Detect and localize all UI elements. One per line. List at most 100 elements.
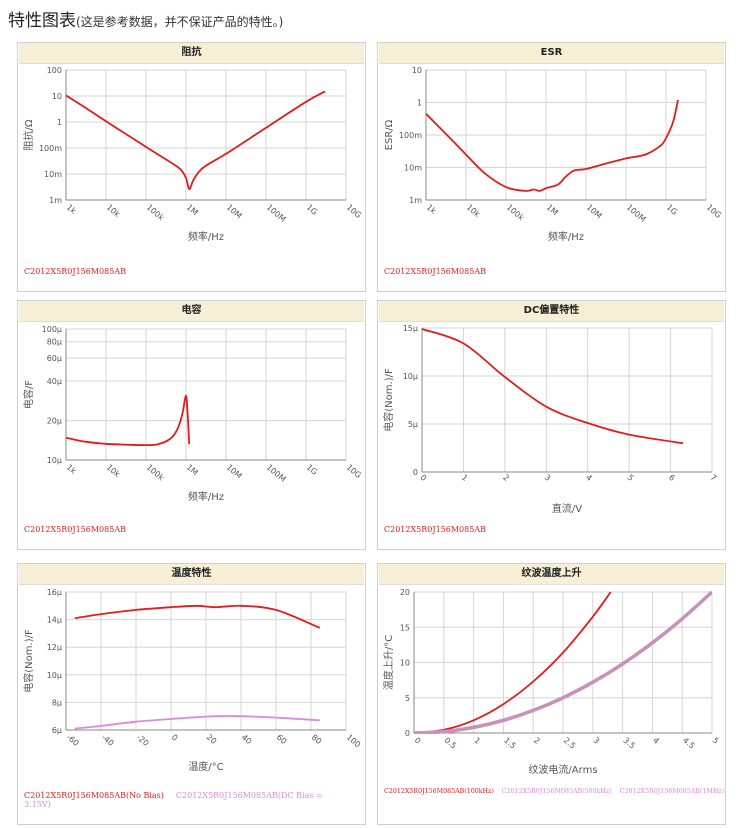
y-tick-label: 100 xyxy=(47,66,62,75)
x-tick-label: 6 xyxy=(667,473,677,483)
y-tick-label: 5μ xyxy=(408,420,418,429)
chart-title: 阻抗 xyxy=(19,43,364,64)
x-tick-label: 0 xyxy=(413,736,423,746)
x-axis-label: 频率/Hz xyxy=(548,230,584,243)
series-line xyxy=(74,715,320,730)
page-title: 特性图表(这是参考数据，并不保证产品的特性。) xyxy=(8,11,284,31)
legend-entry: C2012X5R0J156M085AB xyxy=(384,525,486,534)
x-tick-label: 3 xyxy=(543,473,553,483)
x-tick-label: 1k xyxy=(65,203,79,216)
x-tick-label: 10G xyxy=(705,203,723,220)
y-tick-label: 10 xyxy=(412,66,422,75)
x-tick-label: 10k xyxy=(465,203,482,220)
y-tick-label: 1m xyxy=(49,196,62,205)
chart-title: DC偏置特性 xyxy=(379,301,724,322)
x-tick-label: 10M xyxy=(225,203,244,221)
y-tick-label: 1 xyxy=(417,99,422,108)
x-tick-label: 100 xyxy=(345,733,362,750)
x-tick-label: 0.5 xyxy=(443,736,459,751)
series-line xyxy=(414,591,712,734)
y-tick-label: 10 xyxy=(400,659,410,668)
y-tick-label: 0 xyxy=(413,468,418,477)
x-tick-label: 1G xyxy=(665,203,679,217)
x-tick-label: 10G xyxy=(345,203,363,220)
legend-entry: C2012X5R0J156M085AB xyxy=(24,267,126,276)
x-tick-label: -60 xyxy=(65,733,81,748)
y-tick-label: 16μ xyxy=(47,588,62,597)
esr-chart: 1m 10m 100m 1 10 1k 10k 100k 1M 10M 100M 1G 10G 频率/Hz… xyxy=(384,66,723,243)
y-tick-label: 1m xyxy=(409,196,422,205)
legend-entry: C2012X5R0J156M085AB(500kHz) xyxy=(501,788,612,795)
x-tick-label: 100k xyxy=(505,203,526,223)
x-tick-label: 1M xyxy=(185,203,200,218)
x-tick-label: 7 xyxy=(708,473,718,483)
capacitance-chart: 10μ 20μ 40μ 60μ 80μ 100μ 1k 10k 100k 1M 10M 100M 1G 1… xyxy=(22,325,363,503)
y-axis-label: 电容/F xyxy=(22,380,35,409)
y-tick-label: 10μ xyxy=(403,372,418,381)
series-line xyxy=(66,90,326,191)
x-tick-label: 1k xyxy=(425,203,439,216)
y-tick-label: 100μ xyxy=(42,325,62,334)
x-tick-label: 0 xyxy=(418,473,428,483)
x-tick-label: 1M xyxy=(185,463,200,478)
x-tick-label: 2 xyxy=(501,473,511,483)
x-tick-label: 100M xyxy=(265,463,288,484)
x-tick-label: 4 xyxy=(584,473,594,483)
x-tick-label: 100k xyxy=(145,463,166,483)
y-axis-label: 电容(Nom.)/F xyxy=(382,368,395,432)
y-tick-label: 10μ xyxy=(47,456,62,465)
y-tick-label: 20μ xyxy=(47,417,62,426)
chart-legend: C2012X5R0J156M085AB(No Bias) C2012X5R0J15… xyxy=(24,791,354,809)
legend-entry: C2012X5R0J156M085AB(DC Bias = 3.15V) xyxy=(24,791,323,809)
series-line xyxy=(422,328,684,445)
y-tick-label: 100m xyxy=(399,131,422,140)
x-tick-label: 1.5 xyxy=(502,736,518,751)
x-tick-label: 80 xyxy=(310,733,324,746)
y-tick-label: 10μ xyxy=(47,671,62,680)
series-line xyxy=(74,604,321,629)
chart-title: 纹波温度上升 xyxy=(379,564,724,585)
x-tick-label: 2 xyxy=(532,736,542,746)
y-tick-label: 8μ xyxy=(52,698,62,707)
y-tick-label: 12μ xyxy=(47,643,62,652)
legend-entry: C2012X5R0J156M085AB(No Bias) xyxy=(24,791,164,800)
x-axis-label: 纹波电流/Arms xyxy=(528,763,597,776)
y-tick-label: 1 xyxy=(57,118,62,127)
x-tick-label: 3.5 xyxy=(621,736,637,751)
y-axis-label: 电容(Nom.)/F xyxy=(22,629,35,693)
y-tick-label: 15 xyxy=(400,623,410,632)
y-axis-label: 温度上升/°C xyxy=(382,635,395,690)
x-tick-label: 5 xyxy=(711,736,721,746)
x-tick-label: 1G xyxy=(305,203,319,217)
x-tick-label: 40 xyxy=(240,733,254,746)
y-tick-label: 10m xyxy=(404,164,422,173)
x-axis-label: 频率/Hz xyxy=(188,230,224,243)
dcbias-chart: 0 5μ 10μ 15μ 0 1 2 3 4 5 6 7 直流/V 电容(Nom.)/F xyxy=(382,324,718,515)
x-tick-label: 4.5 xyxy=(681,736,697,751)
y-tick-label: 20 xyxy=(400,588,410,597)
y-tick-label: 6μ xyxy=(52,726,62,735)
x-tick-label: 60 xyxy=(275,733,289,746)
series-line xyxy=(414,591,712,734)
y-axis-label: 阻抗/Ω xyxy=(22,119,35,150)
ripple-chart: 0 5 10 15 20 0 0.5 1 1.5 2 2.5 3 3.5 4 4.5 5 纹波电流/Arms 温度… xyxy=(382,588,721,776)
legend-entry: C2012X5R0J156M085AB(100kHz) xyxy=(384,788,494,795)
ripple-chart-panel: 纹波温度上升 0 5 10 15 20 0 0.5 1 1.5 2 2.5 3 3.5 4 4.5 5 纹波电流… xyxy=(377,563,726,825)
series-line xyxy=(414,591,612,734)
x-axis-label: 频率/Hz xyxy=(188,490,224,503)
series-line xyxy=(426,99,679,192)
x-tick-label: -40 xyxy=(100,733,116,748)
y-tick-label: 60μ xyxy=(47,354,62,363)
dcbias-chart-panel: DC偏置特性 0 5μ 10μ 15μ 0 1 2 3 4 5 6 7 直流/V 电容(Nom.)/F C2… xyxy=(377,300,726,550)
x-tick-label: 100M xyxy=(625,203,648,224)
chart-title: ESR xyxy=(379,43,724,64)
x-tick-label: -20 xyxy=(135,733,151,748)
plot-area xyxy=(421,327,713,473)
legend-entry: C2012X5R0J156M085AB(1MHz) xyxy=(619,788,725,795)
chart-title: 电容 xyxy=(19,301,364,322)
x-axis-label: 直流/V xyxy=(552,502,582,515)
x-tick-label: 10M xyxy=(585,203,604,221)
x-tick-label: 100M xyxy=(265,203,288,224)
chart-legend: C2012X5R0J156M085AB xyxy=(384,525,494,534)
y-tick-label: 10m xyxy=(44,170,62,179)
